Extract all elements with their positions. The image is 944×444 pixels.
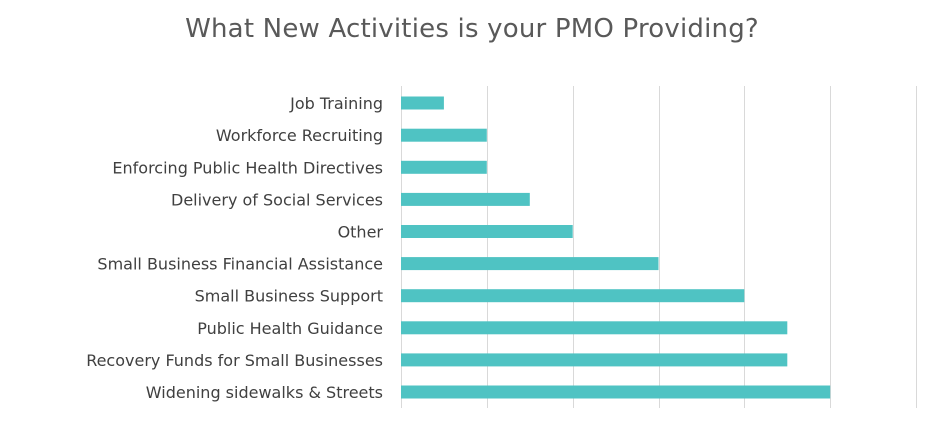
chart-title: What New Activities is your PMO Providin… xyxy=(185,14,759,44)
bar xyxy=(401,96,444,110)
category-label: Small Business Financial Assistance xyxy=(97,255,383,274)
bar xyxy=(401,225,573,238)
category-label: Delivery of Social Services xyxy=(171,190,383,209)
category-label: Other xyxy=(338,223,384,242)
category-label: Widening sidewalks & Streets xyxy=(146,383,383,402)
bar xyxy=(401,128,487,142)
bar xyxy=(401,160,487,174)
bar xyxy=(401,321,788,335)
category-label: Recovery Funds for Small Businesses xyxy=(86,351,383,370)
bar xyxy=(401,257,659,271)
category-label: Public Health Guidance xyxy=(197,319,383,338)
category-label: Enforcing Public Health Directives xyxy=(112,158,383,177)
bar xyxy=(401,385,831,399)
category-label: Small Business Support xyxy=(195,287,383,306)
category-labels: Job Training Workforce Recruiting Enforcin… xyxy=(86,94,383,402)
bar xyxy=(401,192,530,206)
bar xyxy=(401,353,788,367)
bar xyxy=(401,289,745,303)
category-label: Job Training xyxy=(289,94,383,113)
bars xyxy=(401,96,831,399)
category-label: Workforce Recruiting xyxy=(216,126,383,145)
